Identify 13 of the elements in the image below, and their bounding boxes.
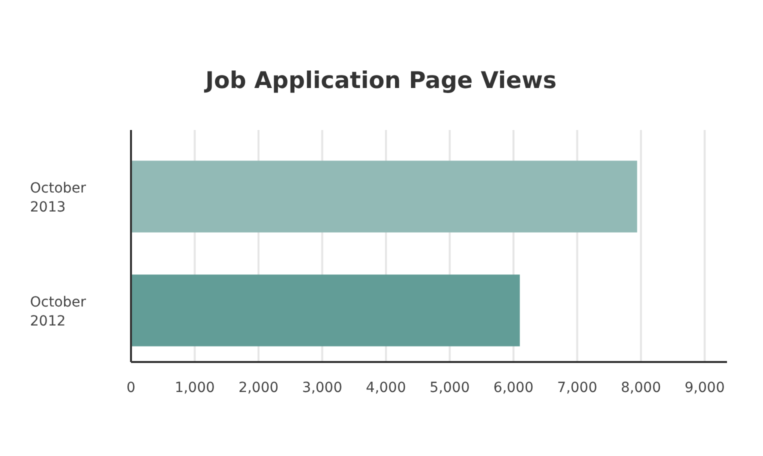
y-tick-label: October 2013: [30, 180, 86, 216]
x-tick-label: 5,000: [430, 380, 470, 396]
x-tick-label: 0: [126, 380, 136, 396]
x-tick-label: 3,000: [302, 380, 342, 396]
x-tick-label: 1,000: [174, 380, 215, 396]
chart-title: Job Application Page Views: [203, 68, 557, 94]
x-tick-label: 6,000: [493, 380, 534, 396]
x-tick-label: 2,000: [238, 380, 279, 396]
x-tick-label: 7,000: [557, 380, 598, 396]
x-tick-label: 9,000: [684, 380, 725, 396]
x-tick-label: 4,000: [366, 380, 406, 396]
x-tick-label: 8,000: [620, 380, 661, 396]
y-tick-label: October 2012: [30, 294, 86, 330]
